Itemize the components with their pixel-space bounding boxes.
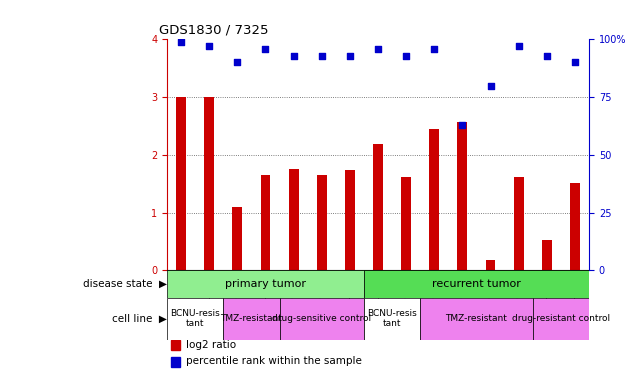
Text: BCNU-resis
tant: BCNU-resis tant	[367, 309, 417, 328]
Bar	[167, 298, 223, 339]
Bar	[171, 357, 180, 367]
Bar	[232, 207, 242, 270]
Bar	[176, 97, 186, 270]
Bar	[486, 260, 495, 270]
Bar	[533, 298, 589, 339]
Text: TMZ-resistant: TMZ-resistant	[220, 314, 282, 323]
Text: drug-sensitive control: drug-sensitive control	[272, 314, 371, 323]
Point	[289, 53, 299, 58]
Point	[260, 46, 270, 52]
Bar	[261, 175, 270, 270]
Text: drug-resistant control: drug-resistant control	[512, 314, 610, 323]
Bar	[514, 177, 524, 270]
Bar	[223, 298, 280, 339]
Point	[401, 53, 411, 58]
Bar	[373, 144, 383, 270]
Bar	[364, 270, 589, 298]
Point	[457, 122, 467, 128]
Text: primary tumor: primary tumor	[225, 279, 306, 289]
Bar	[457, 122, 467, 270]
Bar	[289, 169, 299, 270]
Point	[513, 43, 524, 49]
Bar	[171, 340, 180, 350]
Text: TMZ-resistant: TMZ-resistant	[445, 314, 507, 323]
Text: BCNU-resis
tant: BCNU-resis tant	[170, 309, 220, 328]
Bar	[570, 183, 580, 270]
Bar	[204, 97, 214, 270]
Bar	[167, 270, 364, 298]
Point	[232, 60, 243, 66]
Bar	[317, 175, 326, 270]
Text: disease state  ▶: disease state ▶	[83, 279, 167, 289]
Point	[570, 60, 580, 66]
Bar	[420, 298, 533, 339]
Point	[486, 82, 496, 88]
Bar	[364, 298, 420, 339]
Text: GDS1830 / 7325: GDS1830 / 7325	[159, 24, 268, 37]
Point	[176, 39, 186, 45]
Point	[317, 53, 327, 58]
Bar	[280, 298, 364, 339]
Text: cell line  ▶: cell line ▶	[112, 314, 167, 324]
Point	[429, 46, 439, 52]
Point	[373, 46, 383, 52]
Text: recurrent tumor: recurrent tumor	[432, 279, 521, 289]
Bar	[542, 240, 552, 270]
Text: percentile rank within the sample: percentile rank within the sample	[186, 356, 362, 366]
Point	[345, 53, 355, 58]
Bar	[345, 170, 355, 270]
Point	[542, 53, 552, 58]
Bar	[430, 129, 439, 270]
Text: log2 ratio: log2 ratio	[186, 340, 236, 350]
Bar	[401, 177, 411, 270]
Point	[204, 43, 214, 49]
